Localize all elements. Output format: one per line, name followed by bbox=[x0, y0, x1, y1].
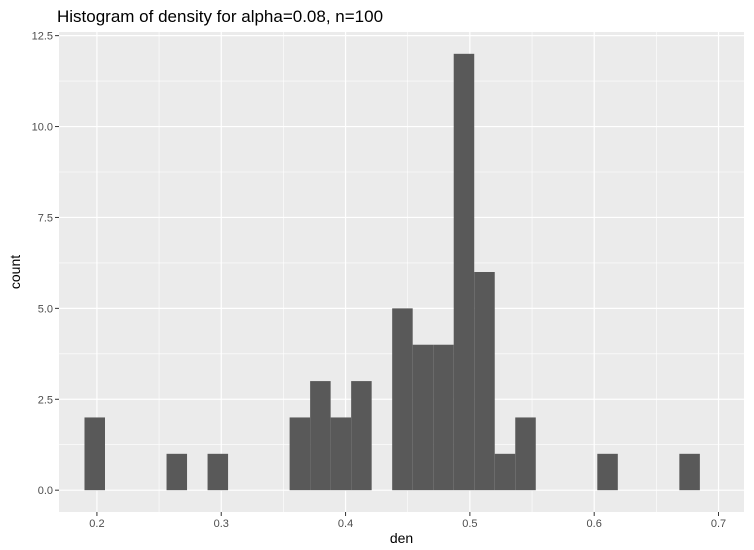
x-tick-label: 0.7 bbox=[711, 518, 726, 530]
histogram-bar bbox=[515, 417, 536, 491]
histogram-bar bbox=[453, 53, 475, 491]
y-axis: 0.0 2.5 5.0 7.5 10.0 12.5 bbox=[32, 31, 59, 497]
histogram-bar bbox=[289, 417, 311, 491]
histogram-bar bbox=[207, 453, 229, 491]
y-tick-label: 10.0 bbox=[32, 122, 53, 134]
x-axis-title: den bbox=[390, 530, 413, 546]
histogram-bar bbox=[679, 453, 700, 491]
histogram-bar bbox=[474, 272, 495, 491]
histogram-bar bbox=[310, 381, 331, 491]
y-tick-label: 5.0 bbox=[38, 303, 53, 315]
y-axis-title: count bbox=[7, 255, 23, 289]
histogram-bar bbox=[494, 453, 516, 491]
chart-title: Histogram of density for alpha=0.08, n=1… bbox=[57, 7, 383, 26]
y-tick-label: 7.5 bbox=[38, 212, 53, 224]
histogram-bar bbox=[330, 417, 352, 491]
y-tick-label: 0.0 bbox=[38, 485, 53, 497]
y-tick-label: 12.5 bbox=[32, 31, 53, 43]
histogram-bar bbox=[597, 453, 618, 491]
histogram-bar bbox=[412, 344, 434, 491]
histogram-bar bbox=[84, 417, 105, 491]
histogram-bar bbox=[166, 453, 188, 491]
histogram-bars bbox=[84, 53, 700, 491]
x-tick-label: 0.3 bbox=[214, 518, 229, 530]
histogram-bar bbox=[433, 344, 454, 491]
x-axis: 0.2 0.3 0.4 0.5 0.6 0.7 bbox=[89, 512, 726, 530]
histogram-bar bbox=[351, 381, 372, 491]
y-tick-label: 2.5 bbox=[38, 394, 53, 406]
x-tick-label: 0.6 bbox=[587, 518, 602, 530]
histogram-bar bbox=[392, 308, 413, 491]
x-tick-label: 0.2 bbox=[89, 518, 104, 530]
x-tick-label: 0.5 bbox=[462, 518, 477, 530]
x-tick-label: 0.4 bbox=[338, 518, 353, 530]
